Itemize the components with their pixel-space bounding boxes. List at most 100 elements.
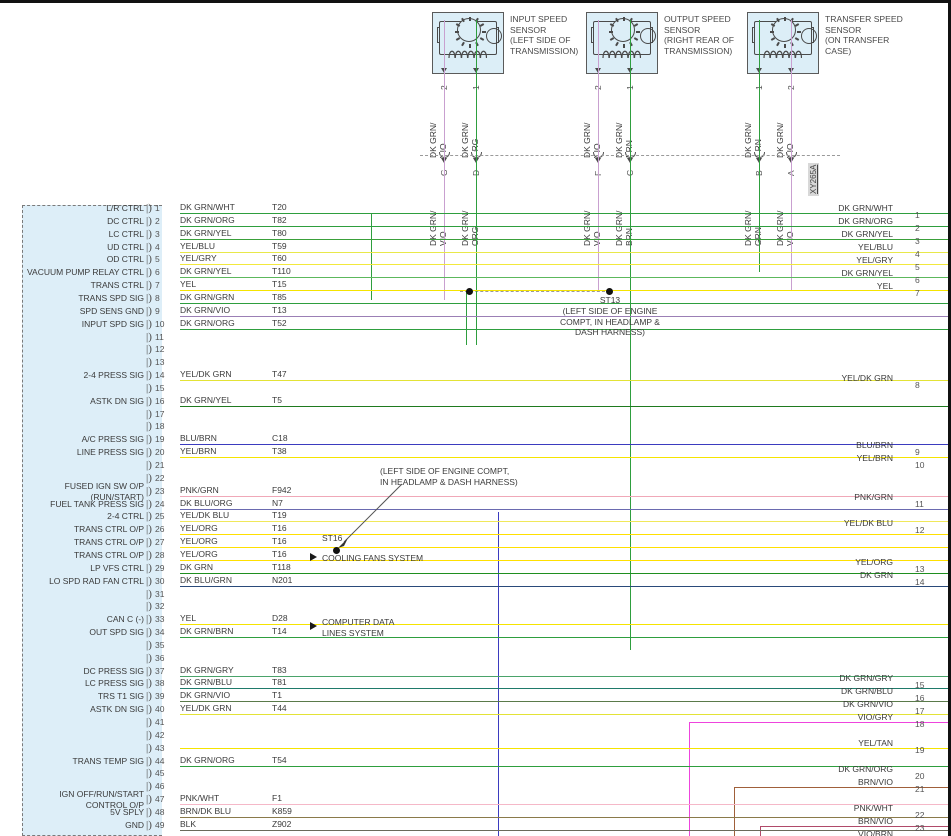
- connector-pin-bracket-icon: |): [146, 330, 152, 343]
- wire-color-code: YEL/BRN: [180, 446, 217, 457]
- connector-pin-bracket-icon: |): [146, 574, 152, 587]
- connector-pin-bracket-icon: |): [146, 381, 152, 394]
- right-wire-color-code: DK GRN/WHT: [838, 203, 893, 213]
- terminal-name: FUEL TANK PRESS SIG: [50, 498, 144, 509]
- wire-trace: [180, 213, 948, 214]
- connector-pin-bracket-icon: |): [146, 767, 152, 780]
- circuit-id: T82: [272, 214, 287, 225]
- pin-number: 21: [155, 460, 165, 470]
- routed-wire-segment: [734, 787, 735, 836]
- right-wire-color-code: BRN/VIO: [858, 777, 893, 787]
- splice-st16-dot: [333, 547, 340, 554]
- wire-trace: [180, 804, 948, 806]
- splice-st13-id: ST13: [599, 295, 621, 305]
- st16-leader-line: [338, 483, 403, 548]
- connector-pin-bracket-icon: |): [146, 690, 152, 703]
- sensor-name: OUTPUT SPEED SENSOR: [664, 14, 731, 35]
- computer-data-lines-system-label: COMPUTER DATA LINES SYSTEM: [322, 617, 395, 638]
- routed-wire-segment: [498, 512, 499, 836]
- sensor-tooth-icon: [771, 23, 776, 28]
- splice-st13-dot: [606, 288, 613, 295]
- wire-trace: [180, 765, 948, 767]
- circuit-id: T85: [272, 291, 287, 302]
- pin-number: 40: [155, 704, 165, 715]
- splice-connector-dashed-line: [460, 291, 610, 292]
- circuit-id: T59: [272, 240, 287, 251]
- terminal-name: ASTK DN SIG: [90, 704, 144, 715]
- wire-color-code: DK GRN/YEL: [180, 394, 232, 405]
- pin-number: 13: [155, 357, 165, 368]
- wire-trace: [180, 547, 948, 549]
- sensor-label: INPUT SPEED SENSOR (LEFT SIDE OF TRANSMIS…: [510, 14, 602, 56]
- connector-pin-bracket-icon: |): [146, 728, 152, 741]
- sensor-tooth-icon: [615, 18, 620, 23]
- speed-sensor-module: [432, 12, 504, 74]
- terminal-name: ASTK DN SIG: [90, 395, 144, 406]
- terminal-name: 5V SPLY: [110, 806, 144, 817]
- sensor-rotor-inner-icon: [486, 28, 502, 44]
- right-pin-number: 13: [915, 564, 925, 574]
- sensor-location: (ON TRANSFER CASE): [825, 35, 890, 56]
- bulkhead-arrow-icon: [594, 158, 601, 163]
- terminal-name: CAN C (-): [106, 614, 144, 625]
- pin-number: 38: [155, 678, 165, 689]
- right-pin-number: 23: [915, 823, 925, 833]
- terminal-name-line2: CONTROL O/P: [85, 800, 144, 811]
- sensor-name: TRANSFER SPEED SENSOR: [825, 14, 903, 35]
- page-top-border: [0, 0, 951, 3]
- pin-number: 33: [155, 614, 165, 625]
- wire-color-code: YEL/ORG: [180, 548, 218, 559]
- wire-trace: [180, 380, 948, 382]
- wire-color-code: YEL/DK GRN: [180, 703, 232, 714]
- routed-wire-stub: [180, 748, 948, 749]
- sensor-drop-wire: [791, 20, 792, 291]
- sensor-pin-arrow-icon: [755, 68, 762, 73]
- sensor-drop-wire: [476, 20, 477, 345]
- pin-number: 23: [155, 485, 165, 496]
- terminal-name: VACUUM PUMP RELAY CTRL: [27, 267, 144, 278]
- circuit-id: D28: [272, 613, 288, 624]
- pin-number: 14: [155, 370, 165, 381]
- pin-number: 48: [155, 806, 165, 817]
- wire-color-code: DK GRN/ORG: [180, 754, 235, 765]
- right-pin-number: 11: [915, 499, 924, 509]
- sensor-coil-icon: [601, 46, 642, 59]
- speed-sensor-module: [747, 12, 819, 74]
- wire-trace: [180, 302, 948, 304]
- bulkhead-arrow-icon: [440, 158, 447, 163]
- wire-name-below-bulkhead: DK GRN/VIO: [428, 210, 448, 246]
- right-wire-color-code: PNK/WHT: [853, 803, 893, 813]
- sensor-pin-arrow-icon: [440, 68, 447, 73]
- right-wire-color-code: YEL/DK BLU: [843, 518, 893, 528]
- sensor-drop-wire: [444, 20, 445, 300]
- connector-pin-bracket-icon: |): [146, 253, 152, 266]
- terminal-name: TRS T1 SIG: [97, 691, 144, 702]
- right-wire-color-code: DK GRN/ORG: [838, 764, 893, 774]
- routed-wire-stub: [734, 787, 948, 788]
- wire-color-code: DK GRN/GRN: [180, 291, 235, 302]
- right-wire-color-code: DK GRN/BLU: [841, 686, 893, 696]
- wire-color-code: DK BLU/ORG: [180, 497, 233, 508]
- wire-trace: [180, 714, 948, 716]
- circuit-id: T44: [272, 703, 287, 714]
- sensor-tooth-icon: [481, 31, 486, 33]
- pin-number: 30: [155, 575, 165, 586]
- wire-trace: [180, 688, 948, 690]
- ecu-connector-panel: [22, 205, 162, 836]
- terminal-name: LP VFS CTRL: [90, 562, 144, 573]
- sensor-pin-arrow-icon: [626, 68, 633, 73]
- right-wire-color-code: DK GRN/YEL: [841, 229, 894, 239]
- sensor-tooth-icon: [635, 31, 640, 33]
- terminal-name: TRANS SPD SIG: [78, 292, 144, 303]
- routed-wire-segment: [760, 826, 761, 836]
- connector-pin-bracket-icon: |): [146, 638, 152, 651]
- pin-number: 4: [155, 241, 160, 252]
- pin-number: 10: [155, 318, 165, 329]
- right-pin-number: 15: [915, 680, 925, 690]
- connector-pin-bracket-icon: |): [146, 471, 152, 484]
- pin-number: 28: [155, 549, 165, 560]
- connector-pin-bracket-icon: |): [146, 664, 152, 677]
- wire-trace: [180, 444, 948, 446]
- pin-number: 19: [155, 434, 165, 445]
- wire-trace: [180, 495, 948, 497]
